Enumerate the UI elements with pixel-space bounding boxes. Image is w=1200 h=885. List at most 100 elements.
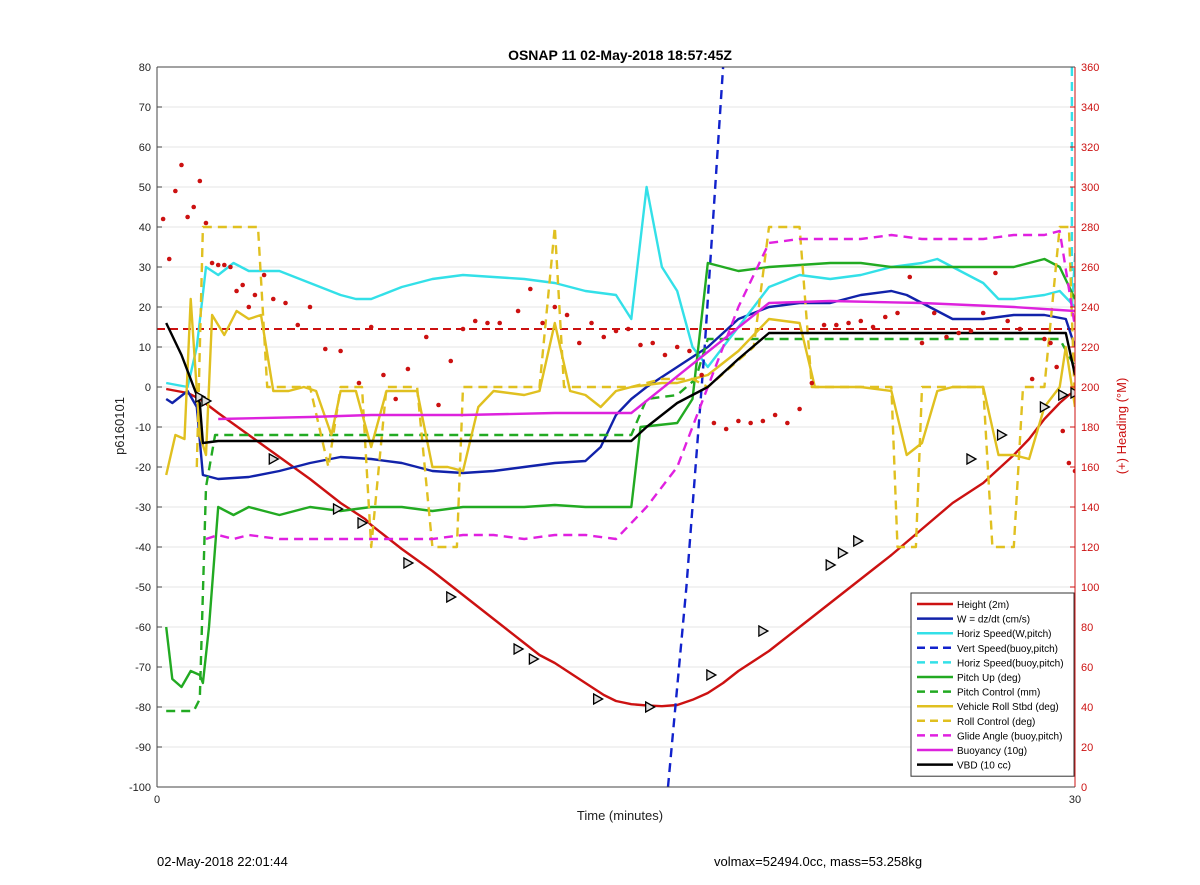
legend-label: Pitch Up (deg) (957, 673, 1021, 684)
y-tick-label: -90 (135, 742, 151, 754)
heading-point (760, 418, 766, 424)
y-tick-label: -30 (135, 502, 151, 514)
footer-vehicle-info: volmax=52494.0cc, mass=53.258kg (714, 854, 923, 869)
heading-point (203, 220, 209, 226)
axes: 80706050403020100-10-20-30-40-50-60-70-8… (129, 62, 1099, 806)
heading-point (381, 372, 386, 378)
heading-point (283, 300, 288, 306)
heading-point (968, 328, 974, 334)
heading-point (393, 396, 398, 402)
height-marker (706, 668, 718, 682)
y-tick-label: -10 (135, 422, 151, 434)
heading-point (185, 214, 190, 220)
height-marker (996, 428, 1008, 442)
height-marker (1058, 388, 1070, 402)
heading-point (895, 310, 900, 316)
heading-point (295, 322, 301, 328)
heading-point (919, 340, 925, 346)
heading-point (711, 420, 717, 426)
heading-point (674, 344, 680, 350)
heading-point (1005, 318, 1010, 324)
heading-point (650, 340, 656, 346)
heading-point (809, 380, 815, 386)
heading-point (662, 352, 668, 358)
height-marker (645, 700, 656, 714)
y-tick-label: 30 (139, 262, 151, 274)
y2-tick-label: 0 (1081, 782, 1087, 794)
y2-tick-label: 220 (1081, 342, 1099, 354)
y-tick-label: -70 (135, 662, 151, 674)
y-tick-label: -60 (135, 622, 151, 634)
x-axis-label: Time (minutes) (577, 808, 663, 823)
height-marker (357, 516, 369, 530)
legend-label: Horiz Speed(buoy,pitch) (957, 658, 1064, 669)
y-tick-label: -20 (135, 462, 151, 474)
series-line-1 (165, 289, 1075, 481)
height-marker (201, 394, 213, 408)
heading-point (307, 304, 313, 310)
heading-point (980, 310, 986, 316)
heading-point (252, 292, 258, 298)
heading-point (173, 188, 178, 194)
heading-point (270, 296, 276, 302)
chart-title: OSNAP 11 02-May-2018 18:57:45Z (508, 47, 732, 63)
heading-point (436, 402, 441, 408)
heading-point (405, 366, 411, 372)
heading-point (882, 314, 888, 320)
heading-point (736, 418, 741, 424)
heading-point (515, 308, 521, 314)
heading-point (160, 216, 166, 222)
y-tick-label: 80 (139, 62, 151, 74)
y2-tick-label: 60 (1081, 662, 1093, 674)
heading-point (246, 304, 252, 310)
heading-point (179, 162, 184, 168)
legend-label: Horiz Speed(W,pitch) (957, 629, 1051, 640)
y-tick-label: 50 (139, 182, 151, 194)
series-line-9 (205, 229, 1075, 541)
heading-point (797, 406, 802, 412)
heading-point (1054, 364, 1059, 370)
series-line-11 (165, 322, 1075, 445)
heading-point (1060, 428, 1066, 434)
heading-point (834, 322, 839, 328)
legend-label: Pitch Control (mm) (957, 688, 1040, 699)
legend-box (910, 592, 1075, 777)
heading-point (846, 320, 851, 326)
heading-point (356, 380, 362, 386)
y2-tick-label: 180 (1081, 422, 1099, 434)
y-tick-label: 70 (139, 102, 151, 114)
heading-point (601, 334, 607, 340)
heading-point (638, 342, 643, 348)
y-tick-label: -80 (135, 702, 151, 714)
y2-tick-label: 240 (1081, 302, 1099, 314)
heading-point (1029, 376, 1035, 382)
y2-tick-label: 300 (1081, 182, 1099, 194)
y2-tick-label: 20 (1081, 742, 1093, 754)
heading-point (228, 264, 233, 270)
y2-tick-label: 160 (1081, 462, 1099, 474)
heading-point (234, 288, 239, 294)
y-tick-label: -100 (129, 782, 151, 794)
heading-point (870, 324, 876, 330)
y2-tick-label: 280 (1081, 222, 1099, 234)
heading-point (460, 326, 466, 332)
heading-point (423, 334, 429, 340)
heading-point (448, 358, 454, 364)
height-marker (446, 590, 458, 604)
series-line-10 (218, 299, 1075, 421)
y2-tick-label: 80 (1081, 622, 1093, 634)
y-tick-label: 20 (139, 302, 151, 314)
heading-point (552, 304, 558, 310)
legend-label: Buoyancy (10g) (957, 746, 1027, 757)
heading-point (772, 412, 778, 418)
y2-tick-label: 200 (1081, 382, 1099, 394)
heading-point (723, 426, 729, 432)
heading-point (197, 178, 203, 184)
x-tick-label: 30 (1069, 794, 1081, 806)
heading-point (931, 310, 937, 316)
series-line-5 (165, 257, 1075, 689)
heading-point (485, 320, 490, 326)
y-tick-label: 10 (139, 342, 151, 354)
legend-label: Roll Control (deg) (957, 717, 1035, 728)
